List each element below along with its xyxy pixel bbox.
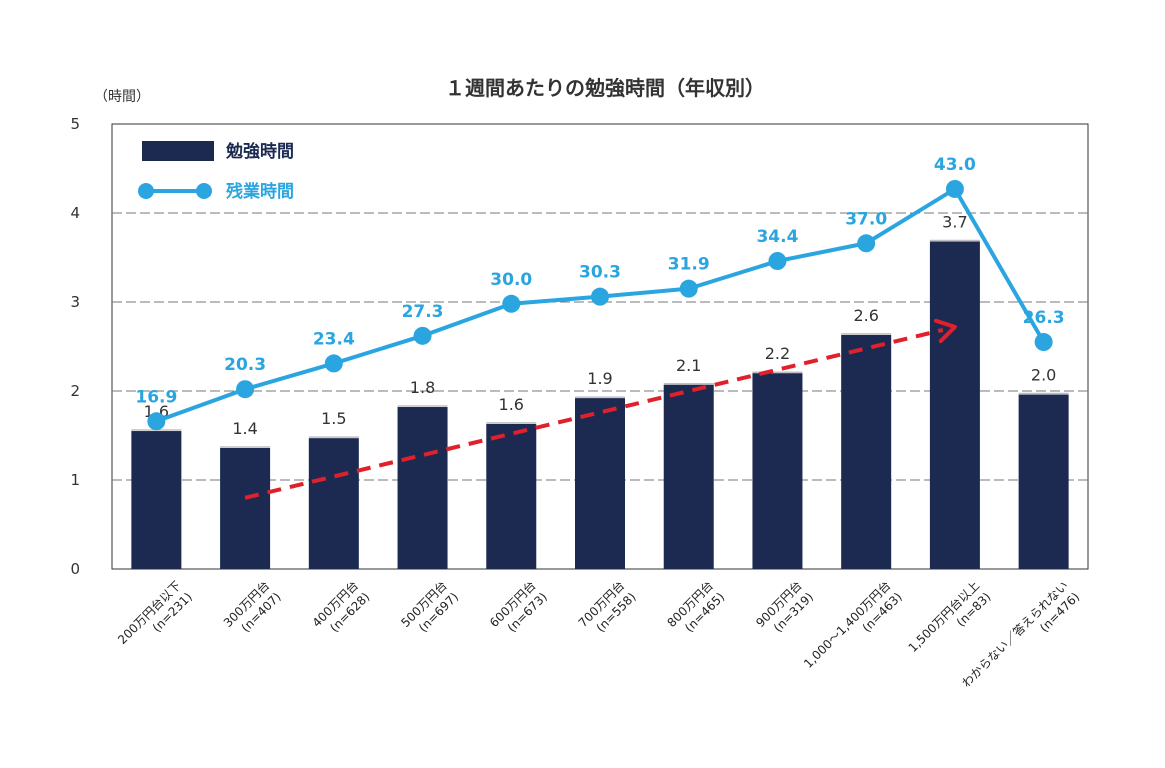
x-axis-ticks: 200万円台以下(n=231) 300万円台(n=407) 400万円台(n=628… [114,578,1082,690]
x-tick-9: 1,500万円台以上(n=83) [905,578,994,655]
x-tick-3: 500万円台(n=697) [398,578,462,635]
overtime-point-10 [1034,333,1053,352]
overtime-label-1: 20.3 [224,355,266,375]
overtime-point-9 [945,179,964,198]
x-tick-0: 200万円台以下(n=231) [114,578,195,647]
bar-10 [1018,394,1069,569]
overtime-label-7: 34.4 [756,227,798,247]
y-tick-0: 0 [70,560,80,578]
bar-1 [220,447,271,569]
legend-swatch-study-hours [142,141,214,161]
bar-label-9: 3.7 [942,212,967,231]
gridlines [112,212,1088,481]
x-tick-7: 900万円台(n=319) [753,578,817,635]
bar-0 [131,431,182,569]
overtime-label-6: 31.9 [668,255,710,275]
overtime-point-5 [591,287,609,306]
overtime-point-0 [147,412,166,431]
y-tick-3: 3 [70,293,80,311]
trend-arrow-head [933,318,957,344]
bar-label-10: 2.0 [1031,366,1056,385]
overtime-point-4 [502,294,521,313]
x-tick-4: 600万円台(n=673) [486,578,550,635]
bar-5 [575,398,625,569]
bar-label-4: 1.6 [499,395,524,414]
bar-8 [841,334,892,569]
x-tick-1: 300万円台(n=407) [220,578,284,635]
overtime-point-1 [236,380,255,399]
overtime-label-3: 27.3 [402,302,444,322]
overtime-point-6 [679,279,698,298]
overtime-label-4: 30.0 [490,270,532,290]
bar-label-5: 1.9 [587,369,612,388]
overtime-label-9: 43.0 [934,155,976,175]
bar-label-3: 1.8 [410,378,435,397]
y-tick-2: 2 [70,382,80,400]
overtime-point-3 [413,326,432,345]
legend-label-study-hours: 勉強時間 [225,141,294,162]
overtime-label-10: 26.3 [1023,308,1065,328]
legend-label-overtime: 残業時間 [226,181,294,202]
x-tick-2: 400万円台(n=628) [309,578,373,635]
overtime-label-5: 30.3 [579,263,621,283]
overtime-label-2: 23.4 [313,329,355,349]
bar-4 [486,423,537,569]
bar-label-6: 2.1 [676,356,701,375]
x-tick-6: 800万円台(n=465) [664,578,728,635]
bar-label-2: 1.5 [321,409,346,428]
bar-6 [663,384,714,569]
bar-7 [752,373,803,569]
trend-arrow-line [244,327,944,500]
trend-arrow [244,318,957,500]
overtime-point-8 [857,234,876,253]
bar-label-1: 1.4 [232,419,257,438]
y-axis-unit: （時間） [94,89,150,105]
overtime-label-0: 16.9 [135,387,177,407]
chart-title: １週間あたりの勉強時間（年収別） [445,76,765,100]
study-hours-bars [131,239,1069,570]
overtime-line: 16.9 20.3 23.4 27.3 30.0 30.3 31.9 34.4 37.0 43.0… [135,155,1065,431]
bar-label-7: 2.2 [765,344,790,363]
bar-3 [397,407,448,569]
y-axis-ticks: 0 1 2 3 4 5 [70,115,80,578]
y-tick-4: 4 [70,204,80,222]
legend: 勉強時間 残業時間 [138,141,294,202]
legend-marker-overtime-left [138,183,154,199]
x-tick-5: 700万円台(n=558) [575,578,639,635]
y-tick-1: 1 [70,471,80,489]
bar-label-8: 2.6 [853,306,878,325]
bar-2 [308,438,359,569]
y-tick-5: 5 [70,115,80,133]
bar-9 [929,241,980,570]
overtime-point-7 [768,252,787,271]
overtime-point-2 [324,354,343,373]
legend-marker-overtime-right [196,183,212,199]
x-tick-8: 1,000～1,400万円台(n=463) [800,578,904,671]
overtime-label-8: 37.0 [845,209,887,229]
